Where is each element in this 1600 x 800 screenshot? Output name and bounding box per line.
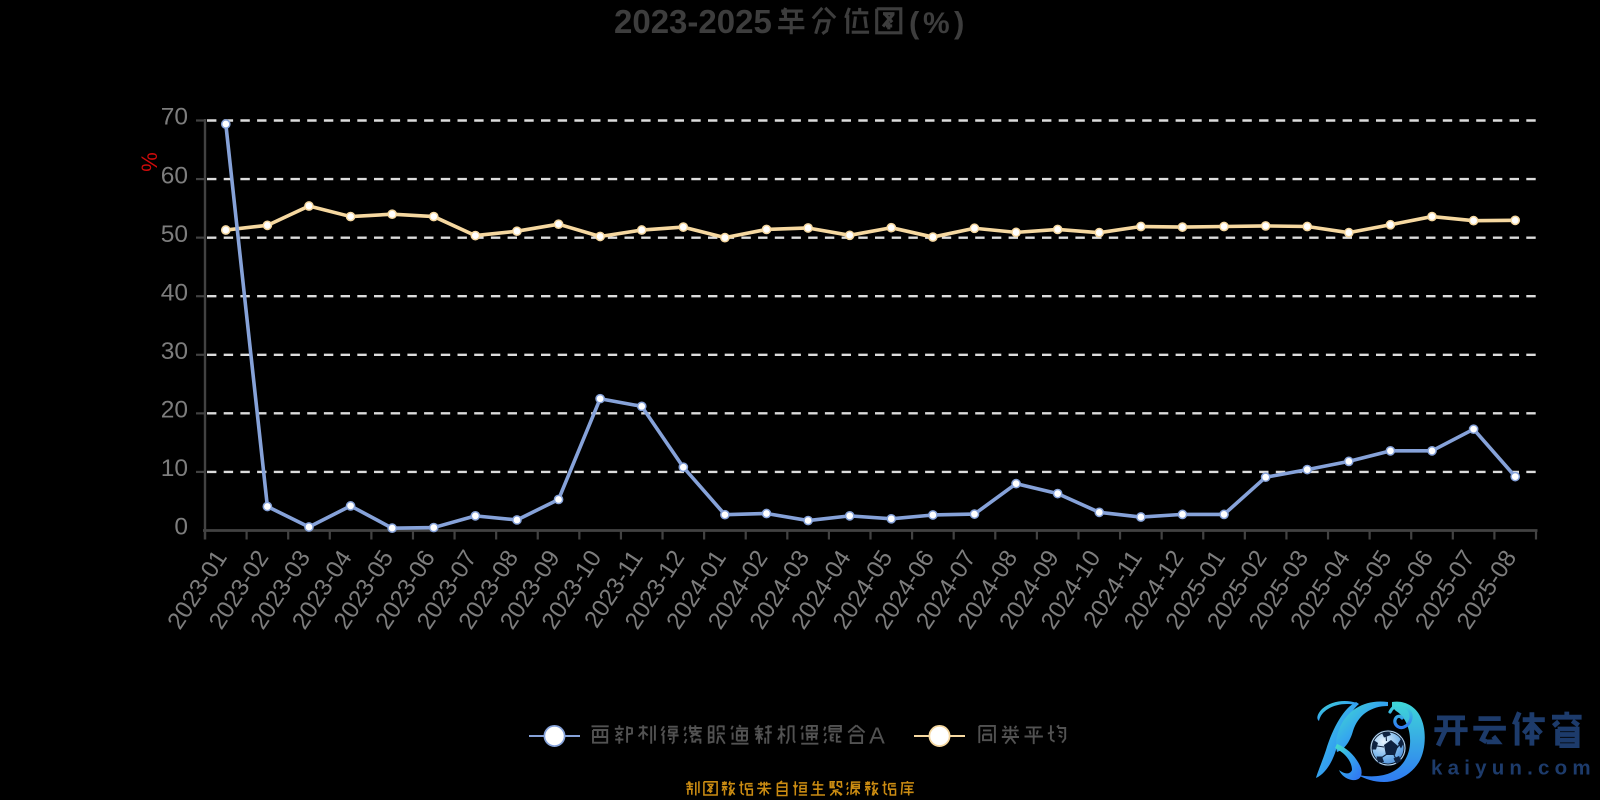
- svg-text:70: 70: [161, 104, 188, 131]
- svg-text:20: 20: [161, 397, 188, 424]
- svg-text:30: 30: [161, 338, 188, 365]
- svg-text:10: 10: [161, 455, 188, 482]
- svg-text:50: 50: [161, 221, 188, 248]
- svg-text:2023-2025: 2023-2025: [614, 3, 772, 40]
- svg-text:): ): [954, 5, 964, 40]
- svg-text:60: 60: [161, 162, 188, 189]
- svg-text:%: %: [923, 7, 950, 40]
- svg-text:40: 40: [161, 279, 188, 306]
- svg-text:A: A: [869, 723, 885, 749]
- svg-text:%: %: [137, 152, 162, 172]
- svg-text:kaiyun.com: kaiyun.com: [1431, 757, 1596, 780]
- svg-text:(: (: [909, 5, 920, 40]
- svg-text:0: 0: [174, 514, 188, 541]
